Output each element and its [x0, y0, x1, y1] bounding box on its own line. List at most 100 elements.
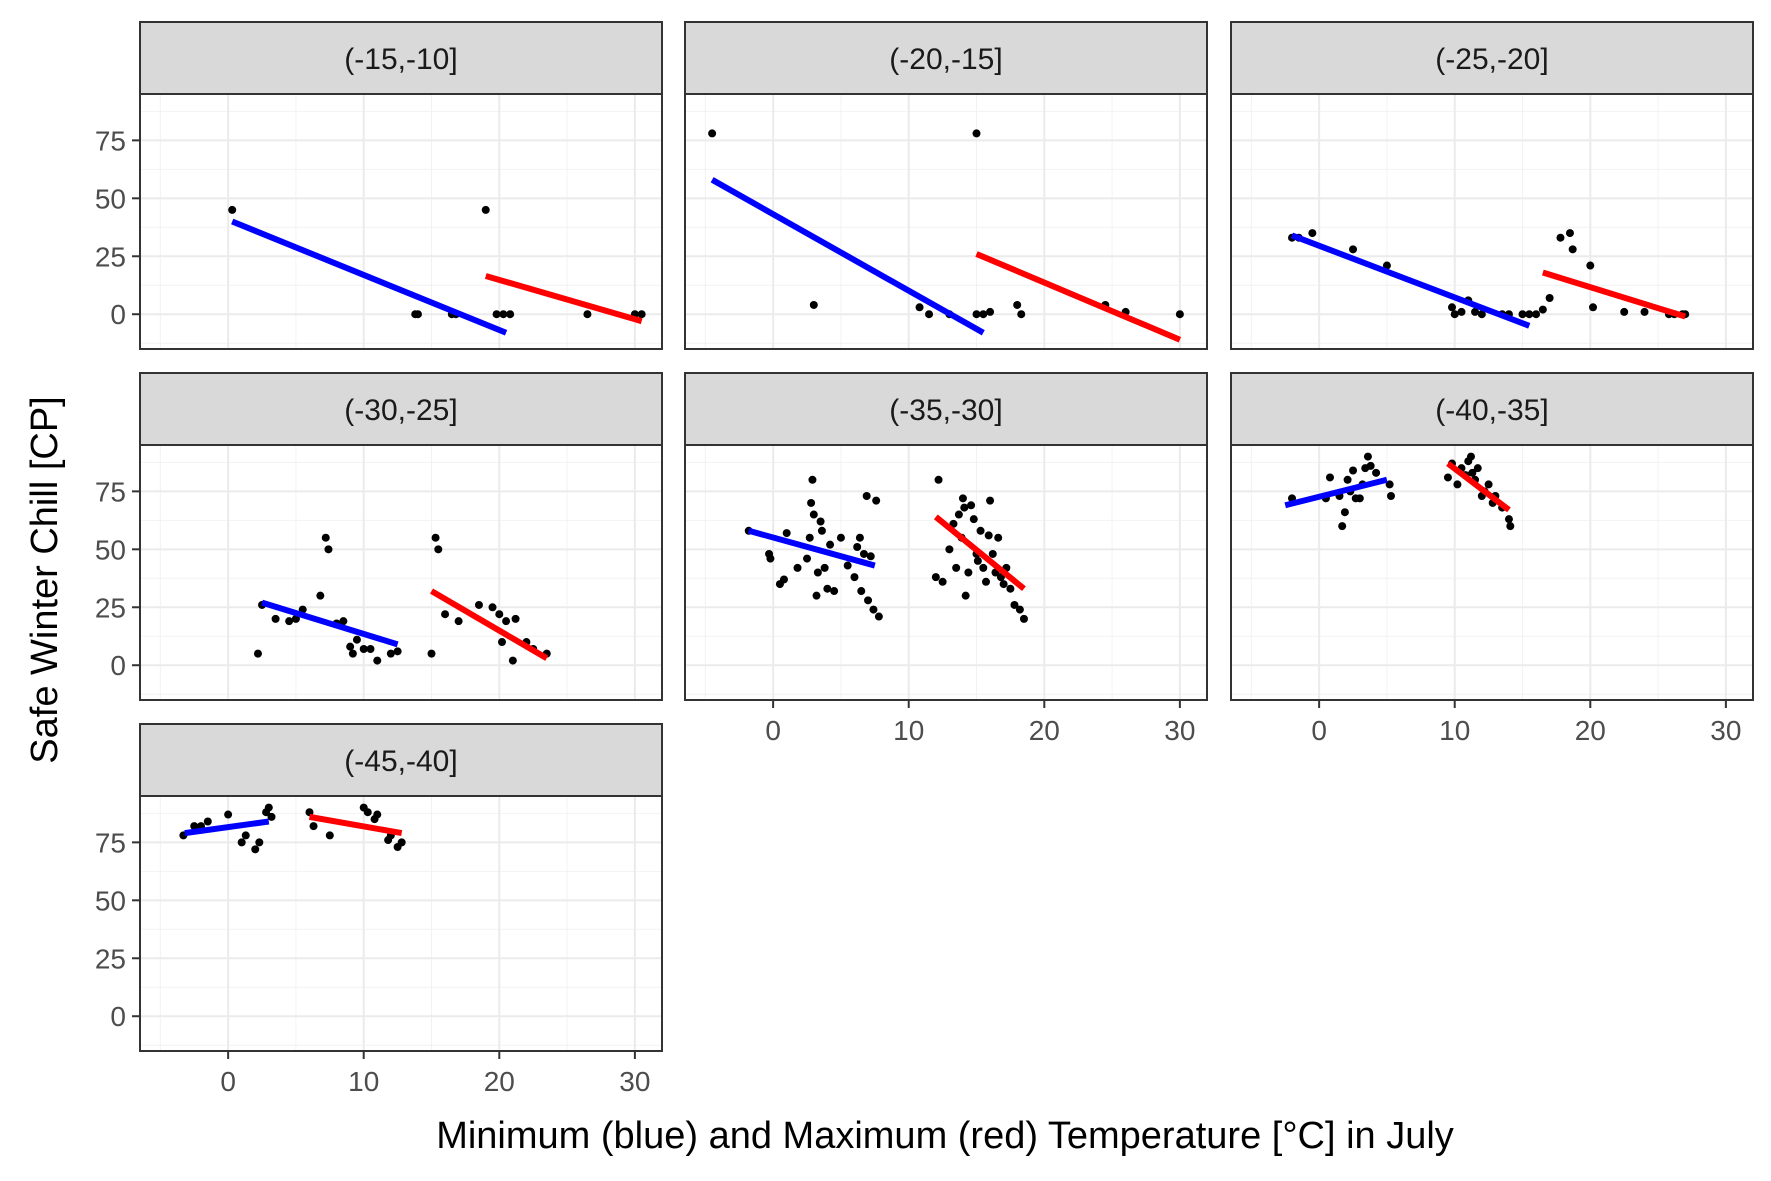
data-point	[1532, 310, 1541, 319]
data-point	[427, 649, 436, 658]
data-point	[1019, 614, 1028, 623]
data-point	[285, 617, 294, 626]
data-point	[782, 529, 791, 538]
data-point	[1382, 261, 1391, 270]
data-point	[441, 610, 450, 619]
data-point	[816, 517, 825, 526]
data-point	[945, 545, 954, 554]
x-tick-label: 20	[1029, 715, 1060, 746]
data-point	[346, 642, 355, 651]
facet-panels: (-15,-10] (-20,-15] (-25,-20] (-30,-25] (-35…	[139, 21, 1754, 1052]
data-point	[972, 129, 981, 138]
data-point	[958, 494, 967, 503]
data-point	[981, 577, 990, 586]
data-point	[1484, 480, 1493, 489]
data-point	[325, 831, 334, 840]
min-temp-fit-line	[1290, 232, 1531, 329]
y-tick-label: 50	[95, 885, 126, 916]
facet-strip-label: (-40,-35]	[1435, 394, 1548, 427]
data-point	[836, 533, 845, 542]
data-point	[954, 510, 963, 519]
data-point	[393, 647, 402, 656]
panel-border	[684, 93, 1208, 350]
data-point	[1453, 480, 1462, 489]
data-point	[864, 596, 873, 605]
gridlines	[140, 94, 662, 349]
data-point	[803, 554, 812, 563]
data-point	[474, 600, 483, 609]
data-point	[979, 563, 988, 572]
data-point	[1015, 605, 1024, 614]
min-temp-fit-line	[261, 599, 399, 648]
data-point	[952, 563, 961, 572]
y-tick-label: 50	[95, 534, 126, 565]
data-point	[1477, 310, 1486, 319]
data-point	[859, 549, 868, 558]
panel-background	[685, 94, 1207, 349]
max-temp-fit-line	[975, 251, 1182, 343]
panel-border	[139, 444, 663, 701]
data-point	[986, 496, 995, 505]
data-point	[348, 649, 357, 658]
data-point	[271, 614, 280, 623]
y-tick-label: 75	[95, 125, 126, 156]
data-point	[1620, 307, 1629, 316]
facet-strip-label: (-20,-15]	[889, 43, 1002, 76]
data-point	[481, 205, 490, 214]
data-marks	[253, 533, 551, 665]
data-point	[1006, 584, 1015, 593]
data-point	[1473, 464, 1482, 473]
facet-strip-label: (-30,-25]	[344, 394, 457, 427]
data-point	[812, 591, 821, 600]
min-temp-fit-line	[1284, 476, 1388, 509]
data-point	[291, 614, 300, 623]
facet-strip	[139, 372, 663, 446]
shared-axes: 0 25 50 75 0 25 50 75 0 10 20 30 0 10 20 30 0 25 50 75 0 10 20…	[95, 125, 1742, 1097]
data-point	[224, 810, 233, 819]
data-point	[498, 638, 507, 647]
max-temp-fit-line	[1541, 269, 1687, 320]
data-point	[255, 838, 264, 847]
facet-strip	[1230, 372, 1754, 446]
panel-border	[1230, 444, 1754, 701]
data-point	[251, 845, 260, 854]
data-point	[190, 822, 199, 831]
facet-strip-label: (-15,-10]	[344, 43, 457, 76]
panel-40-35: (-40,-35]	[1230, 372, 1754, 701]
min-temp-fit-line	[184, 818, 270, 837]
max-temp-fit-line	[429, 588, 549, 661]
data-point	[1175, 310, 1184, 319]
data-point	[793, 563, 802, 572]
data-marks	[1284, 452, 1515, 531]
gridlines	[1231, 94, 1753, 349]
panel-background	[1231, 445, 1753, 700]
data-point	[1589, 303, 1598, 312]
facet-strip	[1230, 21, 1754, 95]
data-point	[973, 556, 982, 565]
data-point	[508, 656, 517, 665]
panel-background	[1231, 94, 1753, 349]
data-point	[1343, 475, 1352, 484]
data-point	[386, 649, 395, 658]
panel-45-40: (-45,-40]	[139, 723, 663, 1052]
data-point	[1325, 473, 1334, 482]
data-point	[1349, 245, 1358, 254]
data-point	[976, 526, 985, 535]
facet-strip-label: (-25,-20]	[1435, 43, 1548, 76]
y-tick-label: 25	[95, 241, 126, 272]
max-temp-fit-line	[484, 273, 643, 325]
data-point	[1010, 600, 1019, 609]
data-point	[1443, 473, 1452, 482]
data-point	[972, 310, 981, 319]
y-tick-label: 50	[95, 183, 126, 214]
data-point	[979, 310, 988, 319]
data-point	[359, 645, 368, 653]
x-tick-label: 0	[220, 1066, 236, 1097]
data-point	[431, 533, 440, 542]
data-point	[373, 656, 382, 665]
y-tick-label: 0	[110, 650, 126, 681]
data-point	[1013, 300, 1022, 309]
data-point	[434, 545, 443, 554]
data-point	[1568, 245, 1577, 254]
data-point	[502, 617, 511, 626]
